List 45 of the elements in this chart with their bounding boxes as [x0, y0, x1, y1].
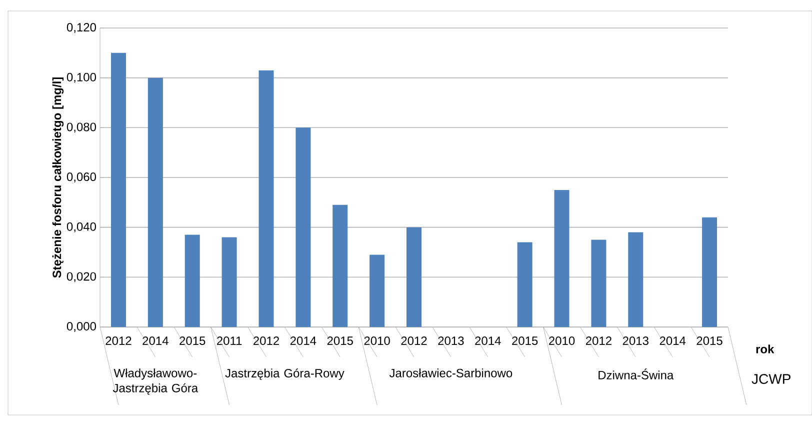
y-tick-label: 0,040 [66, 222, 96, 232]
bar [628, 232, 644, 327]
x-tick-label: 2015 [696, 336, 722, 346]
x-tick-label: 2012 [586, 336, 612, 346]
bar [222, 237, 237, 327]
y-axis-title: Stężenie fosforu całkowietgo [mg/l] [52, 77, 64, 278]
x-tick-label: 2015 [327, 336, 353, 346]
x-tick-label: 2014 [475, 336, 501, 346]
x-tick-label: 2012 [401, 336, 427, 346]
x-tick-label: 2012 [106, 336, 132, 346]
y-tick-label: 0,020 [66, 272, 96, 282]
x-tick-label: 2010 [364, 336, 390, 346]
y-tick-label: 0,080 [66, 122, 96, 133]
x-tick-label: 2014 [142, 336, 168, 346]
bar [258, 70, 274, 327]
bar [296, 128, 311, 327]
text: Jarosławiec-Sarbinowo [389, 368, 512, 378]
text: JCWP [752, 374, 790, 384]
x-tick-label: 2012 [253, 336, 279, 346]
y-tick-label: 0,100 [66, 72, 96, 83]
x-tick-label: 2011 [216, 336, 242, 346]
bar [591, 240, 606, 327]
y-tick-label: 0,120 [66, 23, 96, 33]
bar [148, 78, 163, 327]
x-tick-label: 2015 [512, 336, 538, 346]
bar [554, 190, 570, 327]
bar [332, 204, 348, 327]
bar [110, 52, 126, 327]
bar [517, 242, 532, 327]
x-tick-label: 2015 [180, 336, 206, 346]
bar [184, 234, 200, 327]
bar [702, 217, 718, 327]
bar [370, 254, 385, 327]
x-axis-title: rok [756, 344, 774, 354]
text: Dziwna-Świna [598, 368, 674, 380]
text: Władysławowo-Jastrzębia Góra [112, 368, 198, 395]
y-tick-label: 0,000 [66, 322, 96, 332]
x-tick-label: 2010 [549, 336, 575, 346]
x-tick-label: 2013 [622, 336, 648, 346]
x-tick-label: 2014 [290, 336, 316, 346]
x-tick-label: 2013 [438, 336, 464, 346]
text: Jastrzębia Góra-Rowy [225, 368, 344, 380]
y-tick-label: 0,060 [66, 172, 96, 182]
x-tick-label: 2014 [660, 336, 686, 346]
bar [406, 227, 422, 327]
